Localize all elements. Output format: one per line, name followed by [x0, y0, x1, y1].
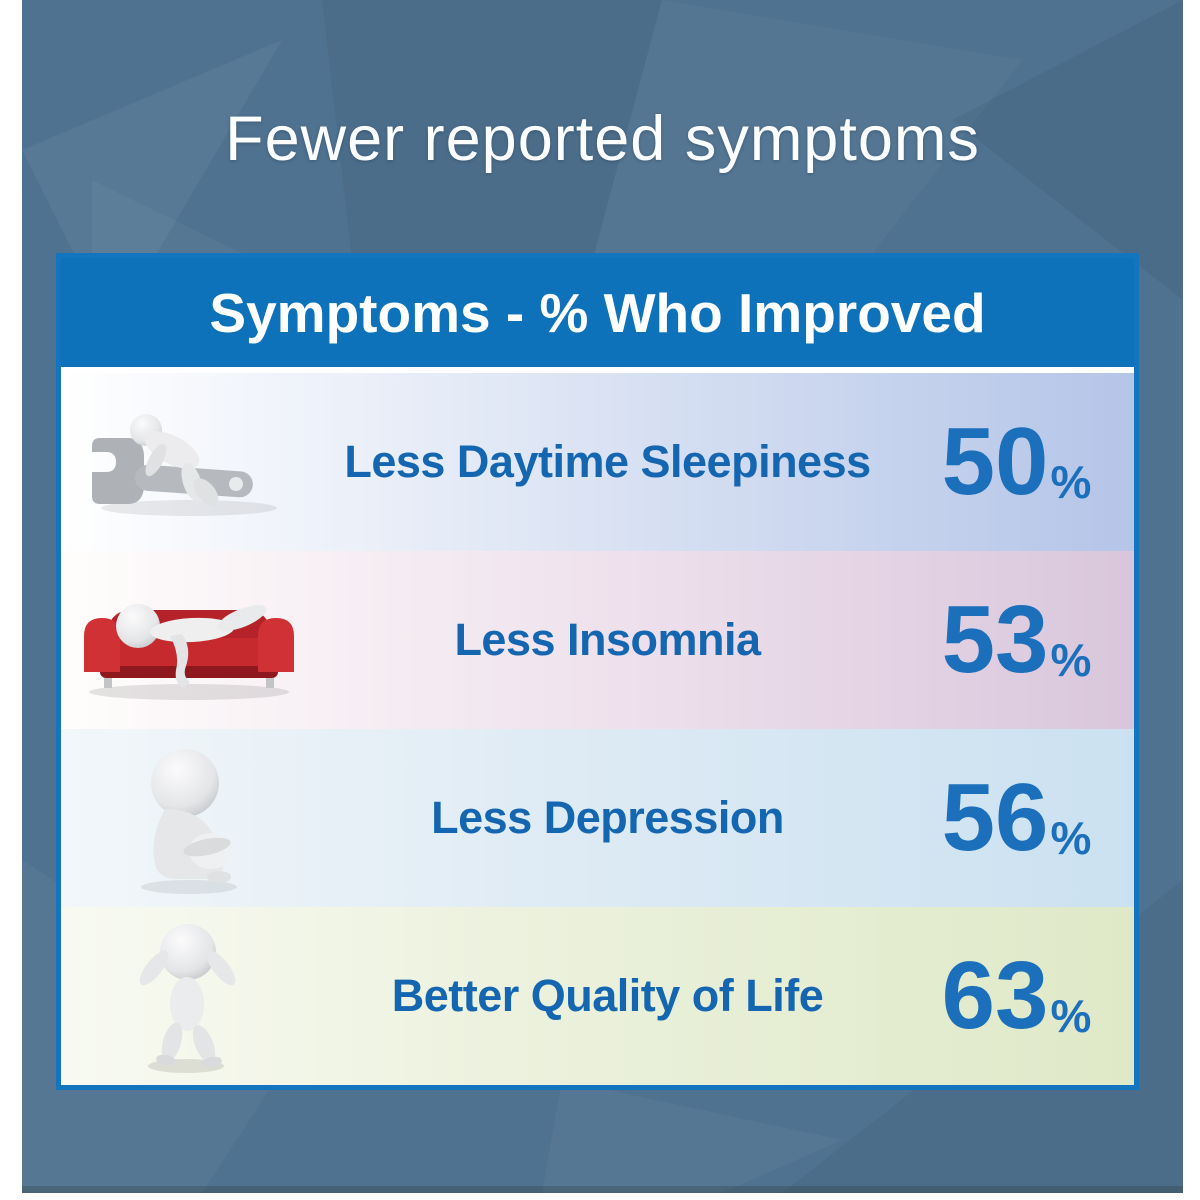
percent-sign: %	[1050, 633, 1092, 686]
percent-sign: %	[1050, 455, 1092, 508]
symptoms-card: Symptoms - % Who Improved	[56, 253, 1139, 1090]
symptom-label: Less Insomnia	[454, 614, 761, 665]
card-header-bar: Symptoms - % Who Improved	[61, 258, 1134, 367]
percent-sign: %	[1050, 989, 1092, 1042]
symptom-value-number: 50	[941, 407, 1049, 515]
row-label-cell: Better Quality of Life	[316, 970, 899, 1022]
row-icon-cell	[61, 578, 316, 703]
joyful-jumping-figure-icon	[139, 924, 235, 1073]
symptom-value: 63 %	[941, 941, 1092, 1049]
row-value-cell: 53 %	[899, 585, 1134, 693]
tired-figure-with-wrench-icon	[91, 414, 277, 516]
symptom-value: 53 %	[941, 585, 1092, 693]
row-label-cell: Less Daytime Sleepiness	[316, 436, 899, 488]
symptom-value: 50 %	[941, 407, 1092, 515]
row-value-cell: 63 %	[899, 941, 1134, 1049]
symptom-row-quality-of-life: Better Quality of Life 63 %	[61, 907, 1134, 1085]
card-header-title: Symptoms - % Who Improved	[209, 281, 986, 344]
row-icon-cell	[61, 916, 316, 1076]
percent-sign: %	[1050, 811, 1092, 864]
header-separator	[61, 367, 1134, 373]
row-value-cell: 50 %	[899, 407, 1134, 515]
symptom-row-insomnia: Less Insomnia 53 %	[61, 551, 1134, 729]
sad-sitting-figure-icon	[140, 749, 237, 894]
row-label-cell: Less Insomnia	[316, 614, 899, 666]
symptom-label: Less Depression	[431, 792, 784, 843]
symptom-row-depression: Less Depression 56 %	[61, 729, 1134, 907]
row-icon-cell	[61, 406, 316, 518]
page-title: Fewer reported symptoms	[225, 104, 980, 174]
symptom-label: Less Daytime Sleepiness	[344, 436, 871, 487]
background-panel: Fewer reported symptoms Symptoms - % Who…	[22, 0, 1183, 1193]
symptom-value-number: 53	[941, 585, 1049, 693]
row-icon-cell	[61, 739, 316, 897]
row-label-cell: Less Depression	[316, 792, 899, 844]
symptom-label: Better Quality of Life	[391, 970, 824, 1021]
symptom-value-number: 63	[941, 941, 1049, 1049]
symptom-value-number: 56	[941, 763, 1049, 871]
row-value-cell: 56 %	[899, 763, 1134, 871]
symptom-row-daytime-sleepiness: Less Daytime Sleepiness 50 %	[61, 373, 1134, 551]
symptom-value: 56 %	[941, 763, 1092, 871]
figure-sleeping-on-red-couch-icon	[83, 603, 294, 700]
